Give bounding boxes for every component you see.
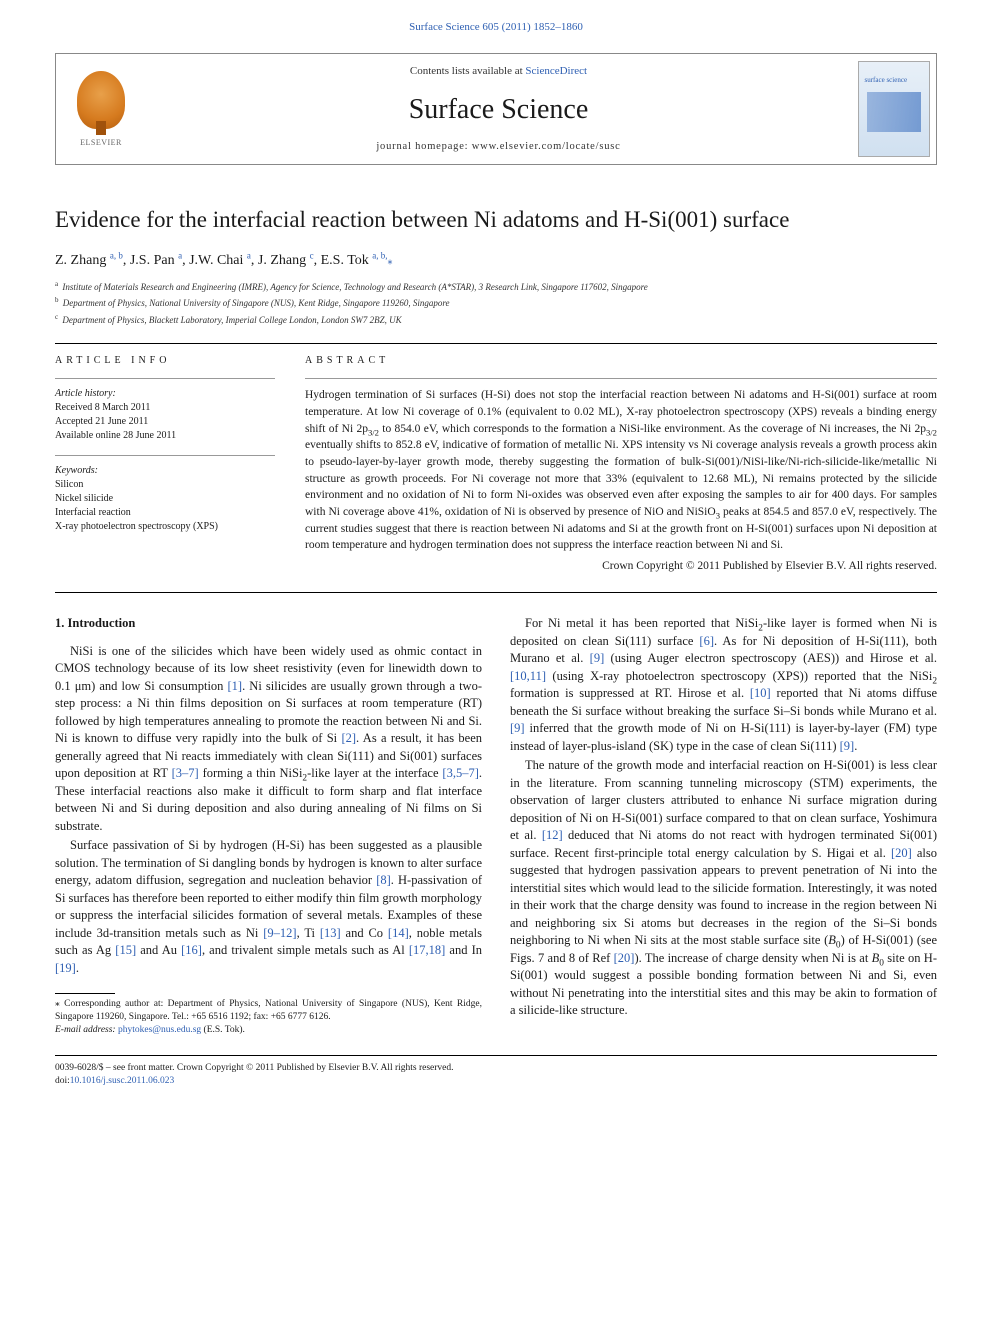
citation-link[interactable]: [9] <box>510 721 525 735</box>
article-info: ARTICLE INFO Article history: Received 8… <box>55 354 275 574</box>
contents-lists-line: Contents lists available at ScienceDirec… <box>146 64 851 79</box>
citation-link[interactable]: [16] <box>181 943 202 957</box>
citation-link[interactable]: [17,18] <box>409 943 445 957</box>
citation-link[interactable]: [1] <box>228 679 243 693</box>
journal-reference[interactable]: Surface Science 605 (2011) 1852–1860 <box>55 20 937 35</box>
keyword: Silicon <box>55 478 275 492</box>
elsevier-logo[interactable]: ELSEVIER <box>56 54 146 164</box>
article-history: Article history: Received 8 March 2011 A… <box>55 387 275 443</box>
citation-link[interactable]: [15] <box>115 943 136 957</box>
keyword: X-ray photoelectron spectroscopy (XPS) <box>55 520 275 534</box>
journal-header: ELSEVIER Contents lists available at Sci… <box>55 53 937 165</box>
abstract-text: Hydrogen termination of Si surfaces (H-S… <box>305 387 937 554</box>
history-accepted: Accepted 21 June 2011 <box>55 415 275 429</box>
cover-label: surface science <box>865 76 908 86</box>
paragraph: For Ni metal it has been reported that N… <box>510 615 937 755</box>
citation-link[interactable]: [3,5–7] <box>442 766 478 780</box>
keyword: Nickel silicide <box>55 492 275 506</box>
abstract: ABSTRACT Hydrogen termination of Si surf… <box>305 354 937 574</box>
citation-link[interactable]: [19] <box>55 961 76 975</box>
citation-link[interactable]: [6] <box>699 634 714 648</box>
citation-link[interactable]: [9] <box>840 739 855 753</box>
history-online: Available online 28 June 2011 <box>55 429 275 443</box>
info-rule <box>55 378 275 379</box>
divider <box>55 343 937 344</box>
citation-link[interactable]: [3–7] <box>172 766 199 780</box>
citation-link[interactable]: [20] <box>891 846 912 860</box>
corr-email-link[interactable]: phytokes@nus.edu.sg <box>118 1025 201 1035</box>
article-info-heading: ARTICLE INFO <box>55 354 275 368</box>
elsevier-tree-icon <box>77 71 125 129</box>
footer-divider <box>55 1055 937 1056</box>
affiliations: a Institute of Materials Research and En… <box>55 279 937 328</box>
citation-link[interactable]: [10,11] <box>510 669 546 683</box>
doi-link[interactable]: 10.1016/j.susc.2011.06.023 <box>70 1076 174 1086</box>
info-abstract-row: ARTICLE INFO Article history: Received 8… <box>55 354 937 574</box>
email-label: E-mail address: <box>55 1025 118 1035</box>
journal-cover-thumbnail[interactable]: surface science <box>851 54 936 164</box>
divider <box>55 592 937 593</box>
elsevier-text: ELSEVIER <box>80 137 122 148</box>
journal-title: Surface Science <box>146 90 851 129</box>
citation-link[interactable]: [13] <box>320 926 341 940</box>
corr-text: ⁎ Corresponding author at: Department of… <box>55 998 482 1024</box>
history-received: Received 8 March 2011 <box>55 401 275 415</box>
citation-link[interactable]: [9] <box>590 651 605 665</box>
info-rule <box>55 455 275 456</box>
doi-prefix: doi: <box>55 1076 70 1086</box>
author-list: Z. Zhang a, b, J.S. Pan a, J.W. Chai a, … <box>55 251 937 271</box>
journal-homepage[interactable]: journal homepage: www.elsevier.com/locat… <box>146 140 851 155</box>
paragraph: The nature of the growth mode and interf… <box>510 757 937 1020</box>
article-title: Evidence for the interfacial reaction be… <box>55 205 937 235</box>
abstract-rule <box>305 378 937 379</box>
corresponding-author-note: ⁎ Corresponding author at: Department of… <box>55 998 482 1036</box>
article-body: 1. Introduction NiSi is one of the silic… <box>55 615 937 1036</box>
history-label: Article history: <box>55 387 275 401</box>
footnote-divider <box>55 993 115 994</box>
citation-link[interactable]: [8] <box>376 873 391 887</box>
paragraph: Surface passivation of Si by hydrogen (H… <box>55 837 482 977</box>
section-heading-intro: 1. Introduction <box>55 615 482 633</box>
citation-link[interactable]: [14] <box>388 926 409 940</box>
keywords-block: Keywords: Silicon Nickel silicide Interf… <box>55 464 275 534</box>
corr-email-suffix: (E.S. Tok). <box>201 1025 245 1035</box>
paragraph: NiSi is one of the silicides which have … <box>55 643 482 836</box>
abstract-copyright: Crown Copyright © 2011 Published by Else… <box>305 558 937 574</box>
citation-link[interactable]: [10] <box>750 686 771 700</box>
keywords-label: Keywords: <box>55 464 275 478</box>
citation-link[interactable]: [9–12] <box>263 926 296 940</box>
footer: 0039-6028/$ – see front matter. Crown Co… <box>55 1062 937 1089</box>
citation-link[interactable]: [2] <box>341 731 356 745</box>
keyword: Interfacial reaction <box>55 506 275 520</box>
header-center: Contents lists available at ScienceDirec… <box>146 54 851 164</box>
sciencedirect-link[interactable]: ScienceDirect <box>525 65 587 77</box>
contents-prefix: Contents lists available at <box>410 65 525 77</box>
footer-copyright: 0039-6028/$ – see front matter. Crown Co… <box>55 1062 937 1075</box>
cover-image: surface science <box>858 61 930 157</box>
abstract-heading: ABSTRACT <box>305 354 937 368</box>
citation-link[interactable]: [12] <box>542 828 563 842</box>
citation-link[interactable]: [20] <box>614 951 635 965</box>
